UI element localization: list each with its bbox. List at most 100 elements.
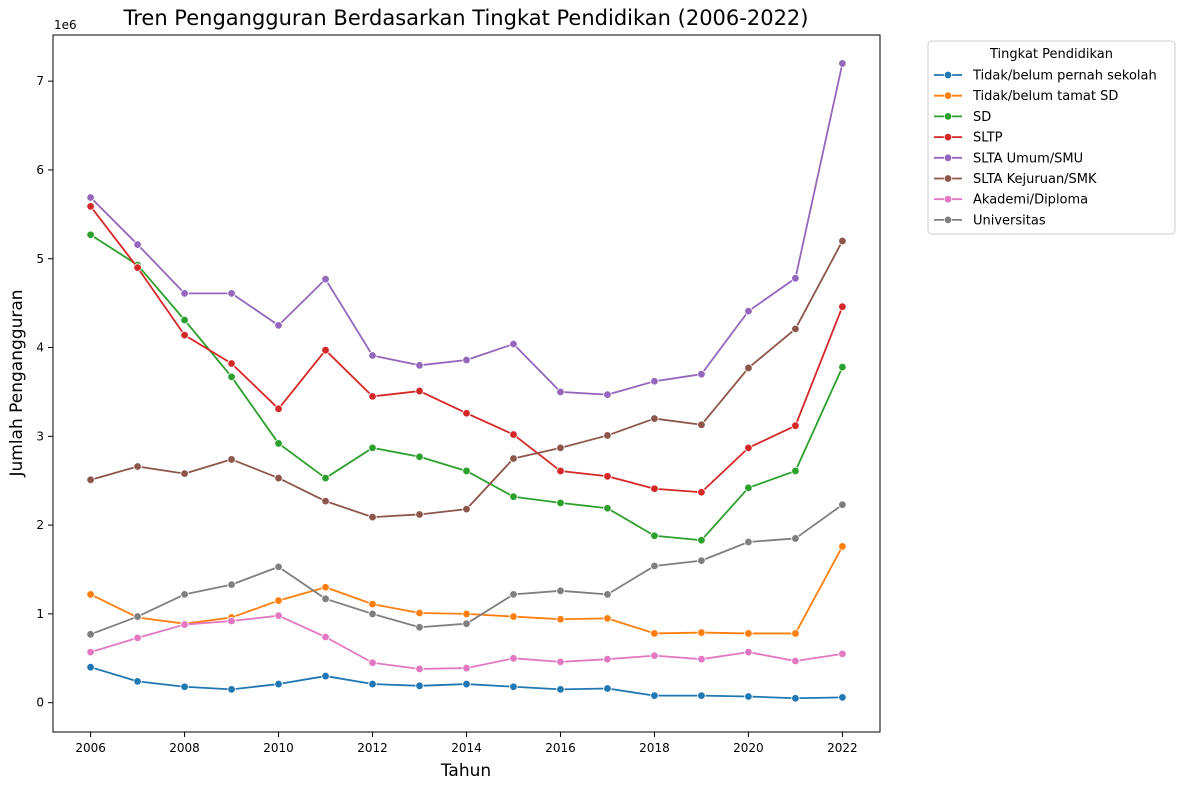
data-point: [462, 504, 471, 514]
legend-item: SLTA Kejuruan/SMK: [934, 172, 1097, 187]
data-point: [368, 512, 377, 522]
legend-item: Akademi/Diploma: [934, 193, 1088, 208]
legend-swatch-marker: [943, 174, 953, 183]
series-3: [86, 202, 847, 497]
data-point: [556, 387, 565, 397]
data-point: [509, 492, 518, 501]
data-point: [791, 656, 800, 666]
data-point: [321, 671, 330, 681]
data-point: [180, 682, 189, 691]
data-point: [744, 306, 753, 316]
legend-label: Universitas: [973, 213, 1046, 228]
x-tick-label: 2018: [639, 741, 670, 755]
y-tick-label: 7: [36, 74, 44, 88]
data-point: [415, 623, 424, 632]
data-point: [650, 531, 659, 540]
data-point: [321, 632, 330, 642]
y-tick-label: 6: [36, 163, 44, 177]
data-point: [603, 684, 612, 693]
data-point: [321, 274, 330, 284]
data-point: [415, 386, 424, 396]
series-6: [86, 611, 847, 674]
data-point: [415, 664, 424, 674]
x-tick-label: 2010: [263, 741, 294, 755]
legend-item: Tidak/belum tamat SD: [934, 89, 1118, 104]
data-point: [744, 647, 753, 657]
data-point: [838, 236, 847, 246]
y-tick-label: 5: [36, 252, 44, 266]
data-point: [321, 346, 330, 355]
data-point: [86, 590, 95, 599]
data-point: [650, 484, 659, 493]
series-0: [86, 662, 847, 703]
legend-label: SLTA Kejuruan/SMK: [973, 172, 1097, 187]
data-point: [838, 302, 847, 311]
data-point: [415, 361, 424, 370]
data-point: [368, 658, 377, 667]
y-tick-label: 3: [36, 429, 44, 443]
data-point: [227, 455, 236, 464]
series-5: [86, 236, 847, 522]
legend-label: SLTA Umum/SMU: [973, 151, 1083, 166]
data-point: [697, 556, 706, 565]
data-point: [86, 475, 95, 485]
data-point: [274, 321, 283, 330]
legend-swatch-marker: [943, 194, 953, 204]
legend-item: SLTP: [934, 131, 1003, 146]
x-tick-label: 2012: [357, 741, 388, 755]
chart-title: Tren Pengangguran Berdasarkan Tingkat Pe…: [122, 6, 808, 30]
x-tick-label: 2020: [733, 741, 764, 755]
data-point: [509, 612, 518, 621]
data-point: [838, 59, 847, 68]
series-2: [86, 230, 847, 545]
data-point: [86, 193, 95, 202]
data-point: [509, 339, 518, 349]
data-point: [180, 469, 189, 478]
data-point: [274, 404, 283, 414]
data-point: [697, 488, 706, 497]
data-point: [838, 542, 847, 551]
series-line: [90, 234, 844, 542]
data-point: [650, 561, 659, 571]
y-tick-label: 1: [36, 607, 44, 621]
data-point: [791, 324, 800, 334]
data-point: [509, 590, 518, 599]
y-axis-ticks: 0 1 2 3 4 5 6 7: [36, 74, 53, 710]
data-point: [650, 691, 659, 700]
data-point: [697, 369, 706, 379]
data-point: [744, 692, 753, 701]
data-point: [227, 685, 236, 694]
data-point: [556, 657, 565, 667]
data-point: [86, 662, 95, 672]
data-point: [274, 679, 283, 689]
data-point: [368, 609, 377, 619]
data-point: [603, 590, 612, 599]
data-point: [86, 630, 95, 639]
y-axis-offset-label: 1e6: [54, 18, 77, 32]
data-point: [133, 633, 142, 643]
legend-item: SLTA Umum/SMU: [934, 151, 1083, 166]
data-point: [368, 599, 377, 609]
data-point: [321, 583, 330, 592]
data-point: [415, 452, 424, 461]
data-point: [650, 414, 659, 423]
data-point: [697, 691, 706, 700]
data-point: [274, 611, 283, 620]
data-point: [462, 619, 471, 628]
data-point: [697, 420, 706, 429]
legend-label: SLTP: [973, 131, 1003, 146]
data-point: [274, 562, 283, 572]
x-tick-label: 2006: [75, 741, 106, 755]
data-point: [462, 663, 471, 673]
data-point: [744, 363, 753, 373]
x-tick-label: 2022: [827, 741, 858, 755]
data-point: [556, 498, 565, 508]
y-axis-title: Jumlah Pengangguran: [7, 289, 27, 477]
data-point: [838, 500, 847, 509]
data-point: [791, 629, 800, 638]
series-line: [89, 63, 844, 396]
data-point: [838, 362, 847, 372]
data-point: [603, 504, 612, 513]
data-point: [133, 612, 142, 621]
